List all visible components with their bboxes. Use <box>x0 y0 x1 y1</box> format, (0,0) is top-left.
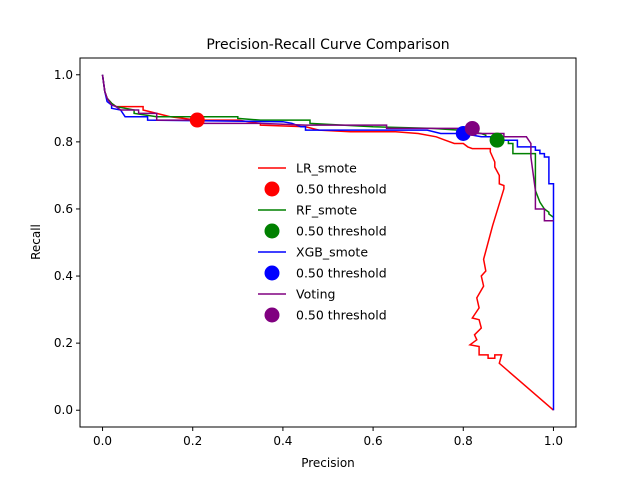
series-line-xgb-smote <box>101 74 555 411</box>
threshold-point-rf-smote <box>489 132 505 148</box>
series-layer <box>101 74 555 411</box>
legend-label: 0.50 threshold <box>296 266 387 281</box>
legend-marker-swatch <box>264 307 280 323</box>
legend-label: 0.50 threshold <box>296 308 387 323</box>
y-tick-label: 0.8 <box>54 135 73 149</box>
legend: LR_smote 0.50 threshold RF_smote 0.50 thres… <box>258 161 387 323</box>
legend-label: RF_smote <box>296 203 357 218</box>
legend-label: LR_smote <box>296 161 357 176</box>
y-tick-label: 0.0 <box>54 403 73 417</box>
x-tick-label: 0.2 <box>183 434 202 448</box>
chart-title: Precision-Recall Curve Comparison <box>206 37 449 53</box>
x-axis: 0.0 0.2 0.4 0.6 0.8 1.0 <box>93 427 563 448</box>
threshold-markers <box>189 112 505 148</box>
y-tick-label: 0.6 <box>54 202 73 216</box>
y-tick-label: 0.2 <box>54 336 73 350</box>
threshold-point-voting <box>464 120 480 136</box>
x-tick-label: 0.6 <box>364 434 383 448</box>
y-tick-label: 0.4 <box>54 269 73 283</box>
legend-label: XGB_smote <box>296 245 368 260</box>
threshold-point-lr-smote <box>189 112 205 128</box>
x-tick-label: 0.4 <box>273 434 292 448</box>
legend-label: Voting <box>296 287 335 302</box>
y-tick-label: 1.0 <box>54 68 73 82</box>
x-axis-label: Precision <box>301 456 355 470</box>
legend-label: 0.50 threshold <box>296 182 387 197</box>
legend-marker-swatch <box>264 181 280 197</box>
y-axis: 0.0 0.2 0.4 0.6 0.8 1.0 <box>54 68 80 417</box>
x-tick-label: 0.0 <box>93 434 112 448</box>
plot-area <box>101 74 555 411</box>
legend-label: 0.50 threshold <box>296 224 387 239</box>
legend-marker-swatch <box>264 223 280 239</box>
legend-marker-swatch <box>264 265 280 281</box>
axes-frame <box>79 57 577 428</box>
x-tick-label: 0.8 <box>454 434 473 448</box>
y-axis-label: Recall <box>29 224 43 260</box>
series-line-voting <box>101 74 554 222</box>
x-tick-label: 1.0 <box>544 434 563 448</box>
